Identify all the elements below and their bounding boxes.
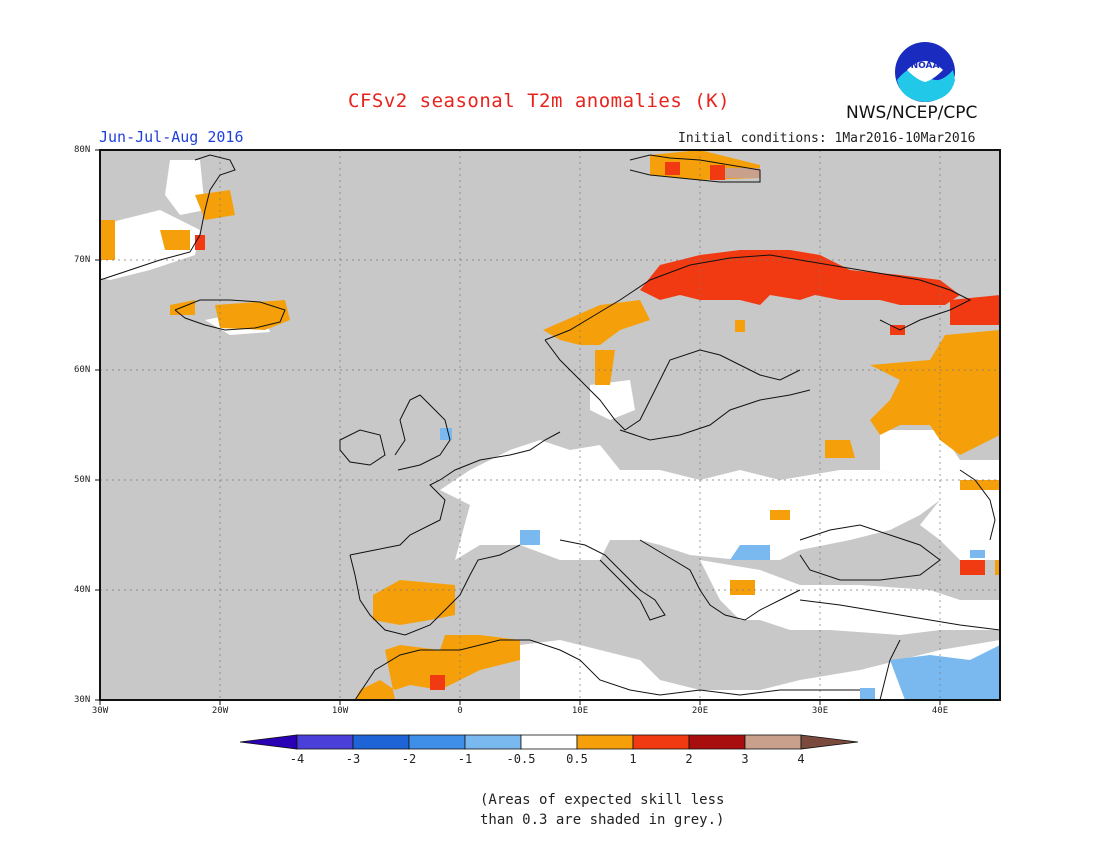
colorbar-tick: -4 (289, 752, 305, 766)
graticule (100, 150, 1000, 700)
map-border (99, 149, 1001, 701)
cool-anomaly-0p5-1 (440, 428, 1000, 700)
lat-label-80n: 80N (74, 145, 91, 155)
colorbar (239, 734, 859, 750)
lon-label-20w: 20W (211, 706, 229, 716)
coastlines (99, 154, 1001, 701)
skill-note-line-1: (Areas of expected skill less (480, 792, 725, 808)
lat-label-30n: 30N (74, 695, 91, 705)
lat-label-60n: 60N (74, 365, 91, 375)
colorbar-tick: 3 (741, 752, 749, 766)
warm-anomaly-1-2 (195, 162, 1000, 690)
colorbar-tick: -2 (401, 752, 417, 766)
lon-label-10w: 10W (331, 706, 349, 716)
skill-note: (Areas of expected skill less than 0.3 a… (480, 790, 724, 830)
lon-label-30e: 30E (811, 706, 829, 716)
forecast-period: Jun-Jul-Aug 2016 (99, 128, 244, 146)
colorbar-tick: -1 (457, 752, 473, 766)
colorbar-right-arrow (800, 734, 859, 750)
colorbar-left-arrow (239, 734, 298, 750)
colorbar-tick: 0.5 (566, 752, 588, 766)
lon-label-20e: 20E (691, 706, 709, 716)
page-title: CFSv2 seasonal T2m anomalies (K) (348, 90, 731, 112)
initial-conditions: Initial conditions: 1Mar2016-10Mar2016 (678, 131, 976, 146)
lon-label-0: 0 (457, 706, 463, 716)
colorbar-tick: 2 (685, 752, 693, 766)
noaa-logo-icon: NOAA (895, 42, 955, 102)
warm-anomaly-3-4 (725, 168, 760, 178)
lon-label-30w: 30W (91, 706, 109, 716)
colorbar-tick: -0.5 (506, 752, 536, 766)
lat-label-50n: 50N (74, 475, 91, 485)
lon-label-40e: 40E (931, 706, 949, 716)
colorbar-tick: 1 (629, 752, 637, 766)
colorbar-tick: -3 (345, 752, 361, 766)
skill-note-line-2: than 0.3 are shaded in grey.) (480, 812, 725, 828)
axis-ticks (95, 149, 941, 705)
logo-text: NOAA (911, 61, 940, 71)
lat-label-40n: 40N (74, 585, 91, 595)
agency-label: NWS/NCEP/CPC (846, 103, 978, 123)
lat-label-70n: 70N (74, 255, 91, 265)
lon-label-10e: 10E (571, 706, 589, 716)
colorbar-tick: 4 (797, 752, 805, 766)
